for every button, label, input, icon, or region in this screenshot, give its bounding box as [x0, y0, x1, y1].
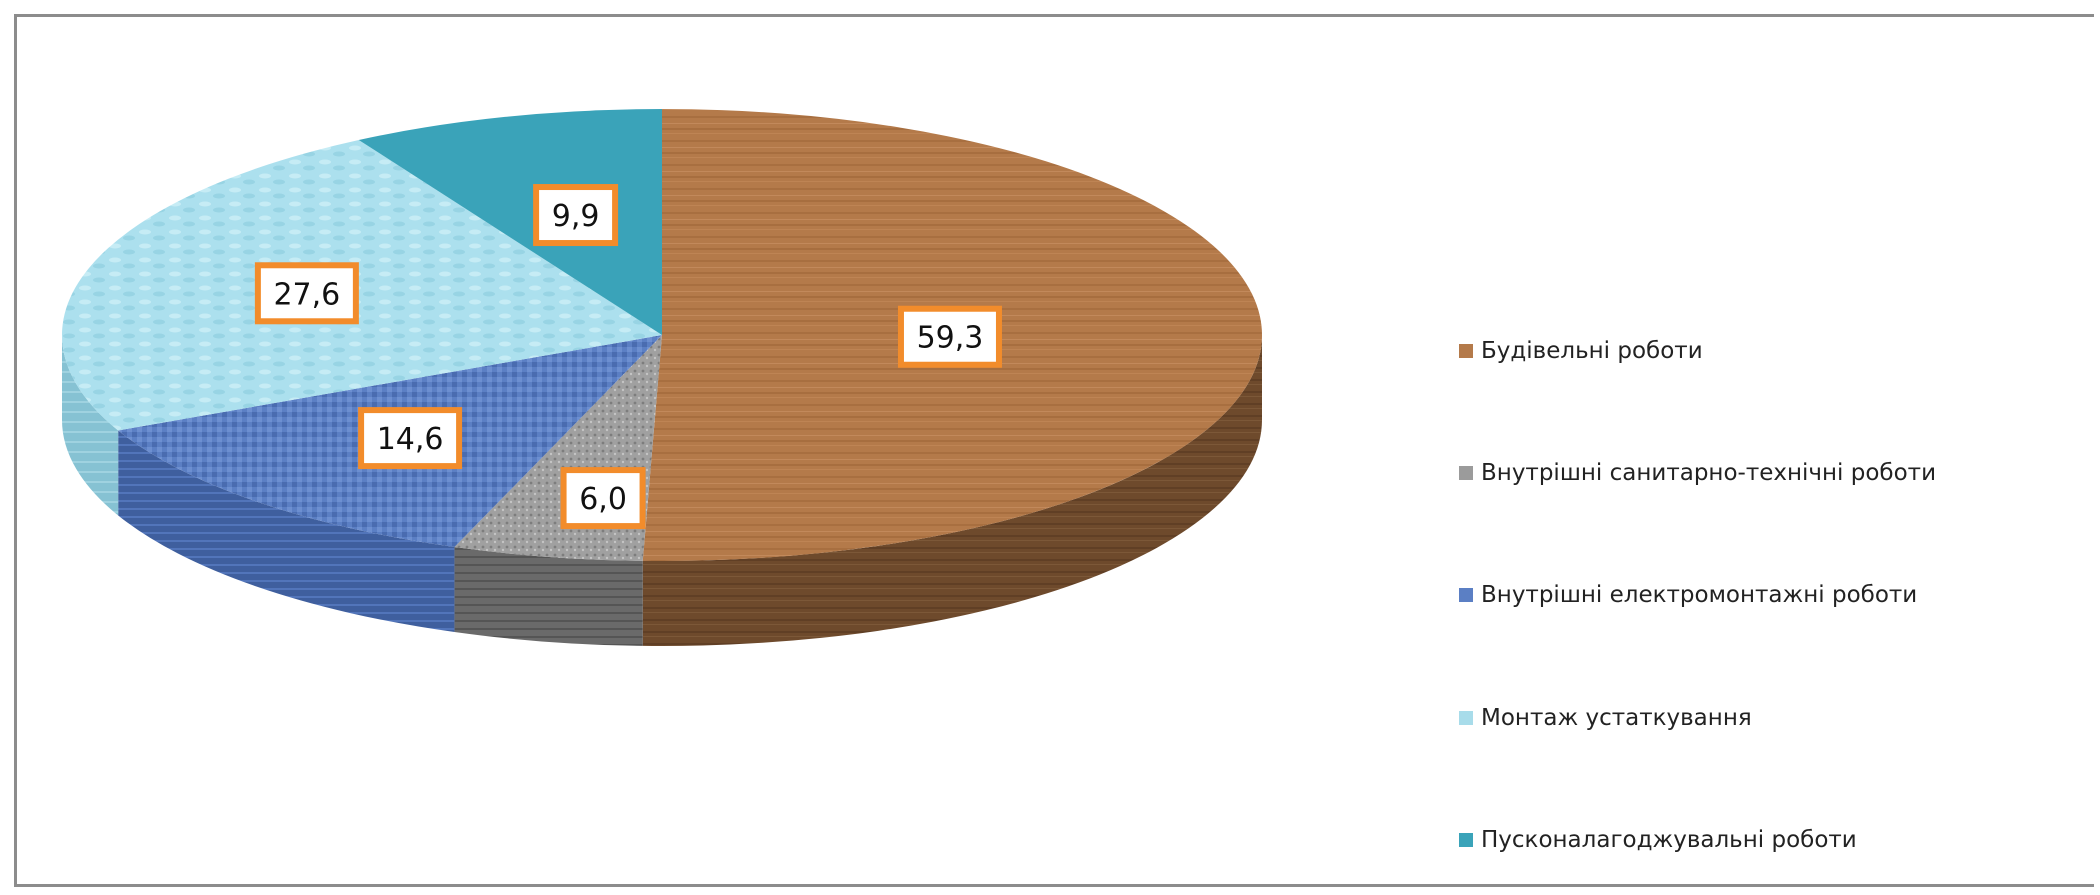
data-label-elektro: 14,6 [358, 407, 463, 470]
legend-item: Монтаж устаткування [1459, 698, 1752, 738]
pie-sides [62, 335, 1262, 646]
svg-text:6,0: 6,0 [579, 482, 627, 517]
data-label-puskonalag: 9,9 [533, 184, 619, 247]
legend-label: Внутрішні електромонтажні роботи [1481, 582, 1918, 608]
svg-text:9,9: 9,9 [552, 199, 600, 234]
data-label-montazh: 27,6 [254, 262, 359, 325]
legend-item: Внутрішні електромонтажні роботи [1459, 575, 1917, 615]
pie-data-labels: 59,3 6,0 14,6 27,6 9,9 [254, 184, 1002, 530]
legend-item: Пусконалагоджувальні роботи [1459, 820, 1857, 860]
svg-text:27,6: 27,6 [273, 277, 340, 312]
legend-label: Пусконалагоджувальні роботи [1481, 827, 1857, 853]
legend-label: Монтаж устаткування [1481, 705, 1752, 731]
slice-montazh [61, 139, 662, 431]
data-label-santekh: 6,0 [560, 467, 646, 530]
pie-chart: 59,3 6,0 14,6 27,6 9,9 [61, 109, 1263, 646]
slice-budivelni-side [642, 335, 1262, 646]
legend-item: Будівельні роботи [1459, 331, 1703, 371]
legend-swatch [1459, 833, 1473, 847]
legend-swatch [1459, 588, 1473, 602]
legend-label: Будівельні роботи [1481, 338, 1703, 364]
chart-frame: 59,3 6,0 14,6 27,6 9,9 Будівельні роботи Внут… [14, 14, 2094, 887]
svg-text:14,6: 14,6 [377, 422, 444, 457]
legend-swatch [1459, 344, 1473, 358]
pie-tops [61, 109, 1263, 562]
data-label-budivelni: 59,3 [897, 305, 1002, 368]
slice-santekh-side [454, 547, 643, 646]
legend-label: Внутрішні санитарно-технічні роботи [1481, 460, 1937, 486]
slice-montazh-side [62, 335, 119, 516]
legend-swatch [1459, 711, 1473, 725]
legend-swatch [1459, 466, 1473, 480]
slice-elektro-side [118, 430, 455, 633]
slice-puskonalag [358, 109, 662, 335]
svg-text:59,3: 59,3 [917, 321, 984, 356]
legend-item: Внутрішні санитарно-технічні роботи [1459, 453, 1936, 493]
